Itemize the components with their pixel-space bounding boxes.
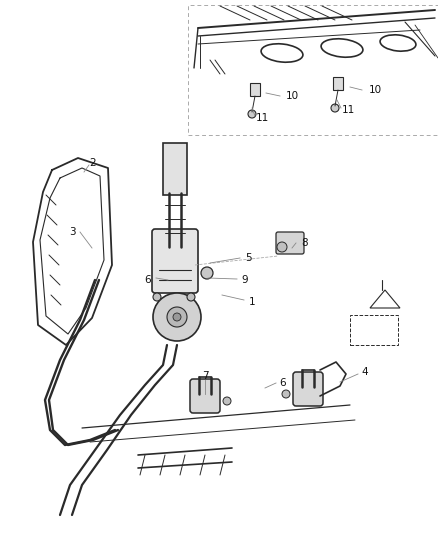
Circle shape bbox=[223, 397, 231, 405]
Text: 10: 10 bbox=[368, 85, 381, 95]
Bar bbox=[188, 5, 438, 135]
Circle shape bbox=[201, 267, 213, 279]
Text: 3: 3 bbox=[69, 227, 75, 237]
Text: 10: 10 bbox=[286, 91, 299, 101]
Text: 11: 11 bbox=[341, 105, 355, 115]
Text: 5: 5 bbox=[245, 253, 251, 263]
Bar bbox=[163, 143, 187, 195]
Circle shape bbox=[173, 313, 181, 321]
FancyBboxPatch shape bbox=[293, 372, 323, 406]
Bar bbox=[333, 77, 343, 90]
Bar bbox=[250, 83, 260, 96]
Text: 4: 4 bbox=[362, 367, 368, 377]
Text: 7: 7 bbox=[201, 371, 208, 381]
Circle shape bbox=[153, 293, 161, 301]
Text: 11: 11 bbox=[255, 113, 268, 123]
Circle shape bbox=[167, 307, 187, 327]
Text: 1: 1 bbox=[249, 297, 255, 307]
Circle shape bbox=[331, 104, 339, 112]
Circle shape bbox=[248, 110, 256, 118]
Bar bbox=[350, 315, 398, 345]
Text: 2: 2 bbox=[90, 158, 96, 168]
Text: 9: 9 bbox=[242, 275, 248, 285]
Text: 6: 6 bbox=[280, 378, 286, 388]
Circle shape bbox=[282, 390, 290, 398]
FancyBboxPatch shape bbox=[152, 229, 198, 293]
Circle shape bbox=[153, 293, 201, 341]
Circle shape bbox=[277, 242, 287, 252]
FancyBboxPatch shape bbox=[276, 232, 304, 254]
Circle shape bbox=[187, 293, 195, 301]
Text: 6: 6 bbox=[145, 275, 151, 285]
FancyBboxPatch shape bbox=[190, 379, 220, 413]
Text: 8: 8 bbox=[302, 238, 308, 248]
